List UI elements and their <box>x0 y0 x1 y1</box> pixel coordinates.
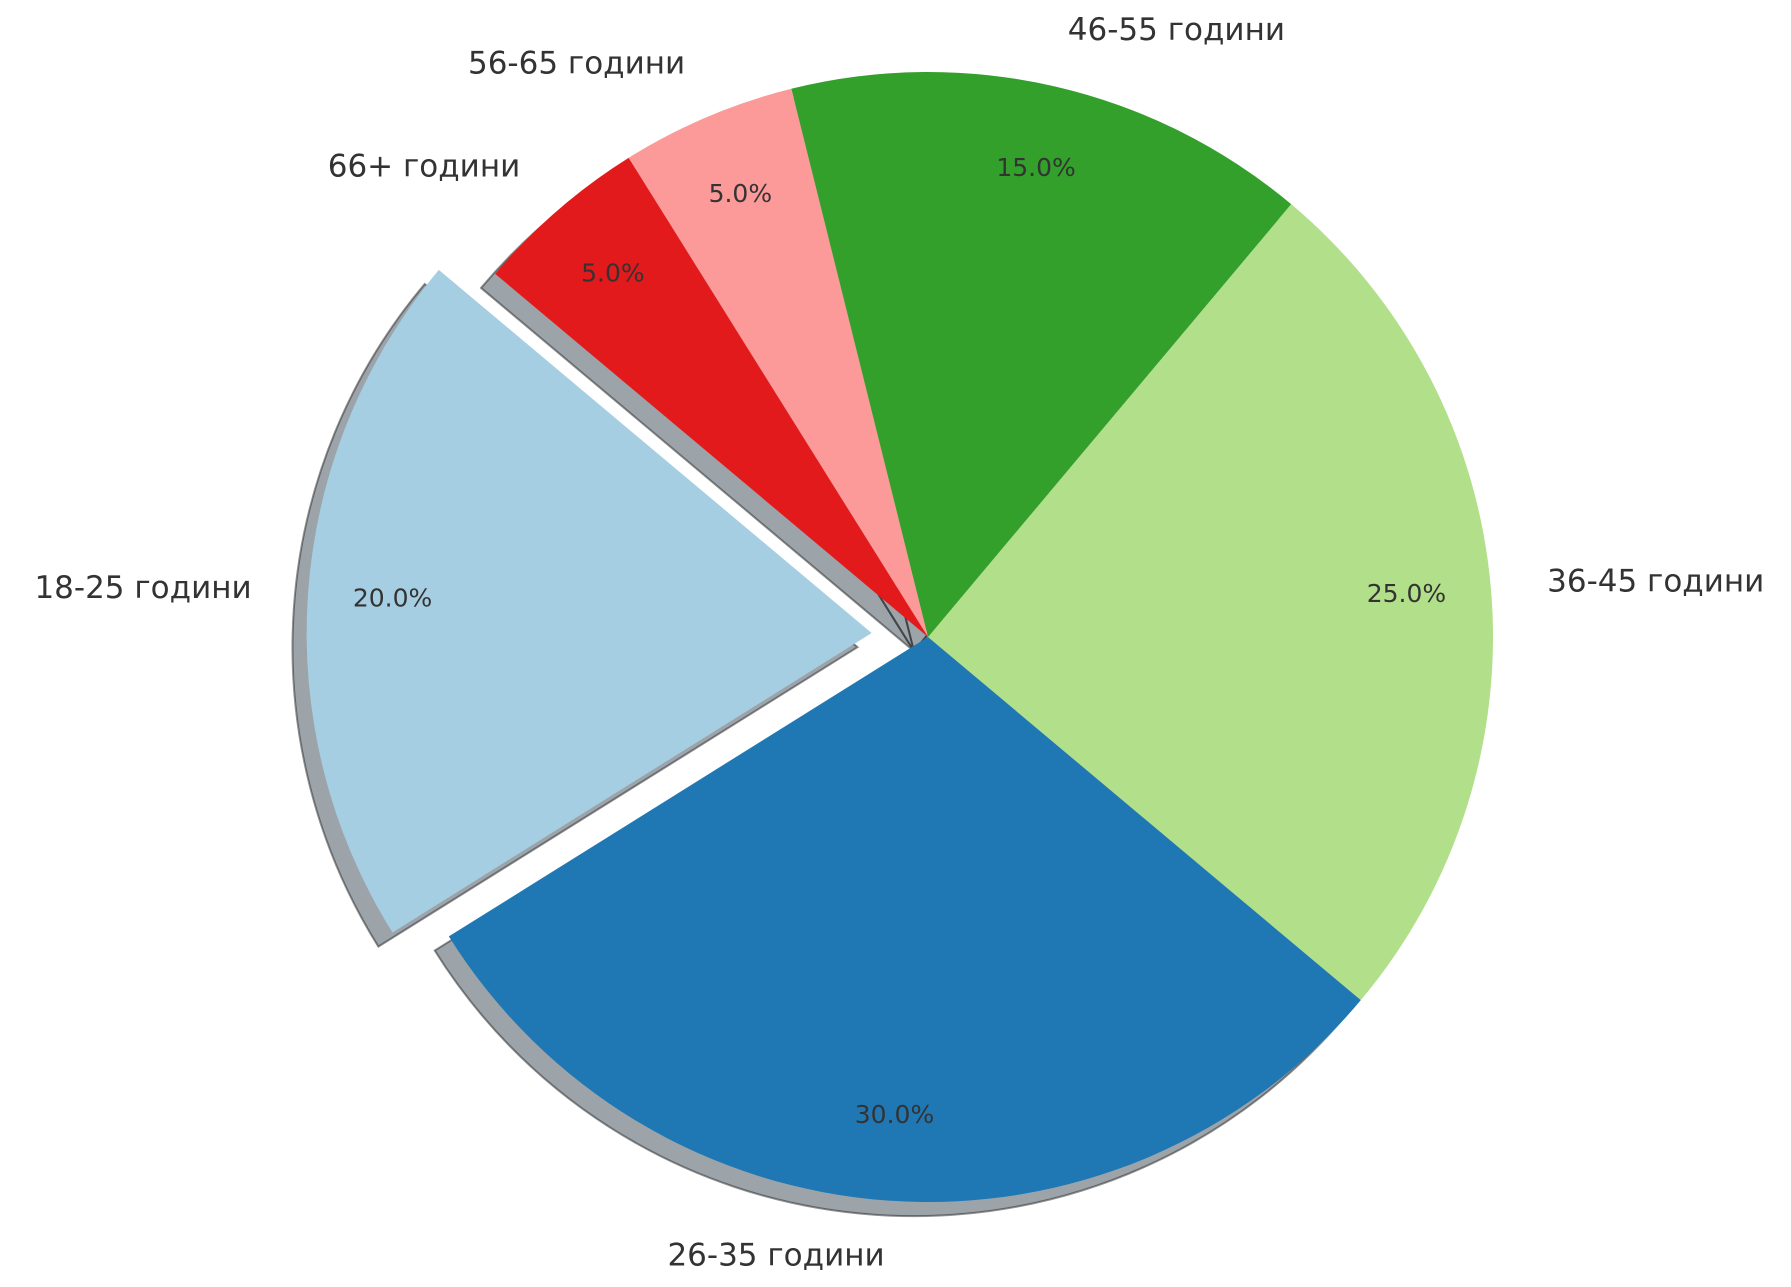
wedge-label: 26-35 години <box>667 1237 884 1273</box>
value-label: 25.0% <box>1367 579 1446 608</box>
value-label: 15.0% <box>996 153 1075 182</box>
wedge-label: 66+ години <box>328 148 521 184</box>
labels: 18-25 години 20.0% 26-35 години 30.0% 36-45 … <box>34 12 1764 1274</box>
wedge <box>448 637 1361 1202</box>
wedge <box>306 269 872 933</box>
wedges <box>306 71 1493 1202</box>
wedge <box>791 71 1292 637</box>
value-label: 5.0% <box>709 179 773 208</box>
value-label: 5.0% <box>581 259 645 288</box>
wedge-label: 56-65 години <box>468 45 685 81</box>
wedge-label: 18-25 години <box>34 570 251 606</box>
wedge <box>628 88 928 638</box>
value-label: 20.0% <box>353 584 432 613</box>
wedge-label: 36-45 години <box>1547 563 1764 599</box>
wedge <box>928 204 1493 1001</box>
value-label: 30.0% <box>855 1100 934 1129</box>
wedge <box>495 157 928 637</box>
wedge-label: 46-55 години <box>1068 12 1285 48</box>
